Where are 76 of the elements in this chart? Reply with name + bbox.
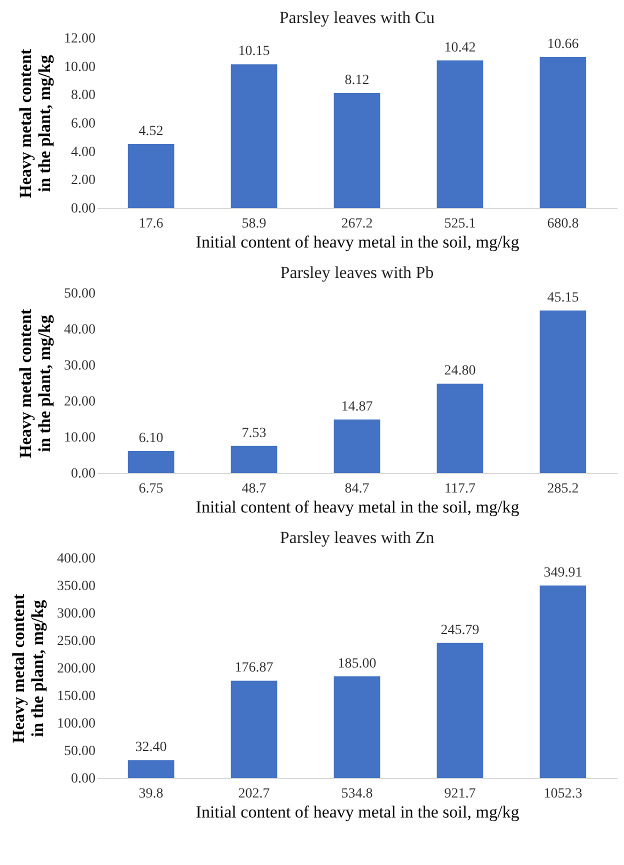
x-tick-label: 1052.3	[544, 786, 582, 802]
bar	[436, 384, 484, 473]
bar	[334, 419, 380, 473]
bar	[128, 144, 174, 208]
x-axis-title: Initial content of heavy metal in the soil, mg/kg	[196, 802, 520, 822]
y-tick-label: 20.00	[64, 394, 96, 410]
y-tick-label: 40.00	[64, 322, 96, 338]
y-tick-label: 0.00	[71, 772, 96, 786]
x-tick-label: 267.2	[341, 216, 373, 232]
x-tick-label: 202.7	[238, 786, 270, 802]
y-tick-label: 30.00	[64, 358, 96, 374]
bar	[128, 760, 174, 778]
data-label: 10.42	[444, 40, 476, 56]
data-label: 176.87	[234, 660, 274, 676]
y-tick-label: 300.00	[57, 606, 96, 622]
bar	[230, 446, 278, 473]
y-axis-title: Heavy metal content in the plant, mg/kg	[9, 594, 47, 744]
data-label: 185.00	[338, 656, 376, 672]
y-tick-label: 8.00	[71, 88, 96, 104]
y-axis-title: Heavy metal content in the plant, mg/kg	[16, 308, 54, 458]
y-tick-label: 2.00	[71, 173, 96, 188]
data-label: 45.15	[547, 290, 579, 306]
y-tick-label: 50.00	[64, 744, 96, 759]
x-tick-label: 48.7	[242, 482, 266, 496]
x-tick-label: 680.8	[547, 216, 579, 232]
x-tick-label: 525.1	[444, 216, 476, 232]
y-tick-label: 350.00	[57, 579, 96, 594]
chart-title: Parsley leaves with Cu	[279, 8, 436, 27]
data-label: 4.52	[138, 124, 164, 139]
bar	[540, 56, 586, 208]
data-label: 10.15	[238, 44, 270, 60]
bar	[230, 680, 278, 778]
x-tick-label: 58.9	[242, 216, 266, 232]
y-tick-label: 0.00	[71, 202, 96, 216]
bar	[334, 676, 380, 778]
data-label: 8.12	[344, 72, 370, 88]
y-tick-label: 250.00	[57, 634, 96, 649]
bar	[436, 60, 484, 208]
y-tick-label: 400.00	[57, 552, 96, 566]
x-axis-title: Initial content of heavy metal in the soil, mg/kg	[196, 232, 520, 252]
y-tick-label: 100.00	[57, 716, 96, 732]
data-label: 32.40	[135, 740, 167, 756]
data-label: 24.80	[444, 364, 476, 379]
bar	[436, 642, 484, 778]
x-tick-label: 117.7	[444, 482, 476, 496]
y-tick-label: 10.00	[64, 60, 96, 75]
x-tick-label: 921.7	[444, 786, 476, 802]
y-tick-label: 4.00	[71, 144, 96, 160]
x-tick-label: 84.7	[344, 482, 370, 496]
y-tick-label: 150.00	[57, 689, 96, 704]
y-tick-label: 200.00	[57, 662, 96, 676]
y-tick-label: 10.00	[64, 430, 96, 446]
data-label: 6.10	[138, 431, 164, 446]
bar	[230, 64, 278, 208]
x-axis-title: Initial content of heavy metal in the soil, mg/kg	[196, 498, 520, 516]
y-tick-label: 6.00	[71, 116, 96, 132]
y-tick-label: 50.00	[64, 286, 96, 302]
x-tick-label: 285.2	[547, 482, 579, 496]
data-label: 7.53	[242, 426, 266, 441]
chart-title: Parsley leaves with Zn	[280, 528, 435, 547]
y-axis-title: Heavy metal content in the plant, mg/kg	[16, 48, 54, 198]
data-label: 10.66	[547, 36, 579, 52]
data-label: 245.79	[440, 622, 480, 638]
bar	[540, 586, 586, 778]
bar	[128, 451, 174, 473]
chart-title: Parsley leaves with Pb	[280, 263, 434, 282]
x-tick-label: 6.75	[138, 482, 164, 496]
data-label: 14.87	[341, 399, 373, 414]
x-tick-label: 17.6	[138, 216, 164, 232]
y-tick-label: 0.00	[71, 466, 96, 482]
bar	[540, 310, 586, 473]
x-tick-label: 39.8	[138, 786, 164, 802]
bar	[334, 92, 380, 208]
x-tick-label: 534.8	[341, 786, 373, 802]
data-label: 349.91	[544, 566, 582, 581]
y-tick-label: 12.00	[64, 32, 96, 46]
